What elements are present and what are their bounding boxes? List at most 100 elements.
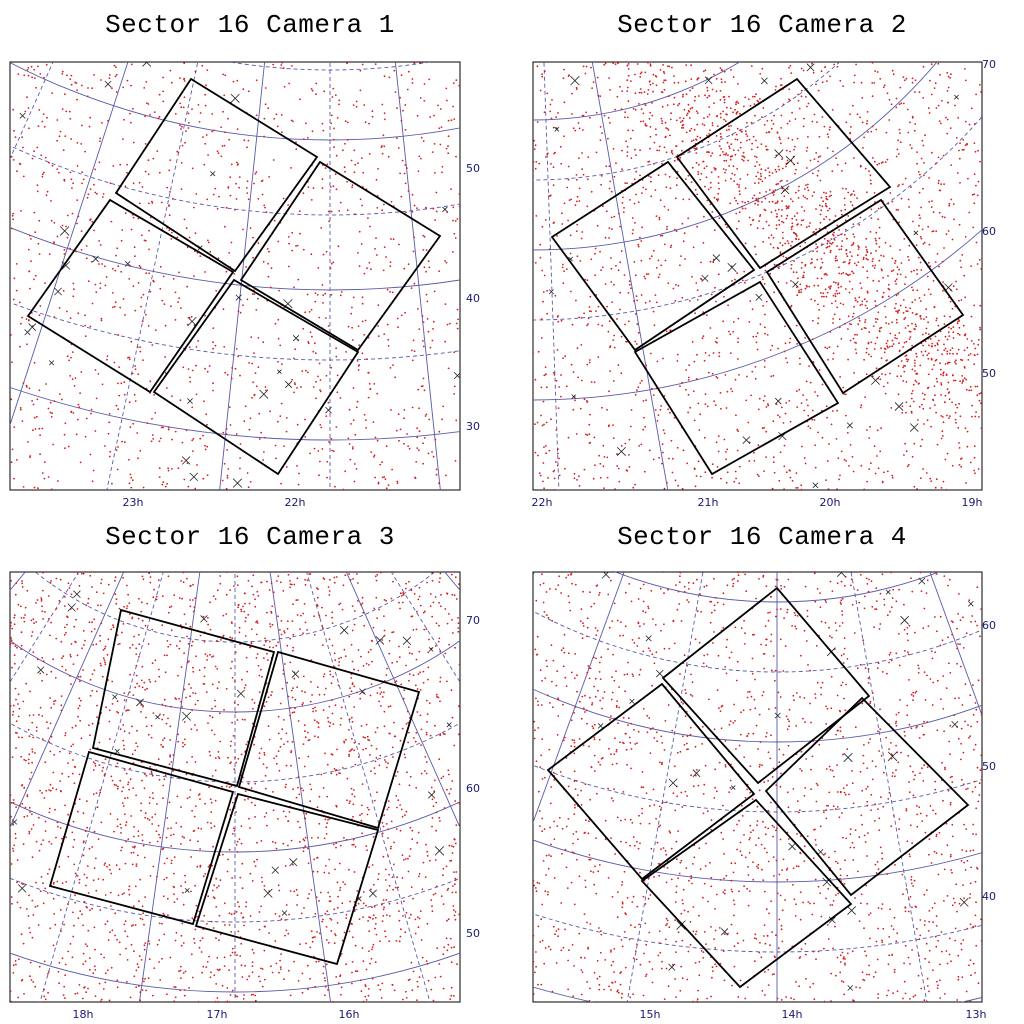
star-point (576, 255, 579, 258)
star-point (357, 649, 360, 651)
star-point (376, 254, 378, 256)
star-point (423, 389, 426, 392)
star-point (344, 142, 346, 145)
star-point (146, 102, 148, 104)
star-point (942, 416, 944, 418)
star-point (632, 486, 635, 489)
star-point (228, 1000, 231, 1002)
star-point (738, 190, 741, 193)
star-point (743, 270, 746, 273)
star-point (552, 184, 555, 187)
star-point (634, 92, 637, 94)
star-point (736, 449, 739, 452)
star-point (49, 582, 52, 584)
star-point (737, 220, 740, 223)
star-point (42, 660, 45, 663)
star-point (346, 180, 348, 183)
star-point (711, 122, 714, 124)
star-point (654, 189, 657, 191)
star-point (349, 687, 351, 690)
star-point (666, 481, 668, 484)
star-point (676, 353, 679, 356)
star-point (32, 914, 35, 916)
star-point (830, 238, 833, 241)
star-point (205, 413, 208, 416)
star-point (293, 890, 296, 893)
star-point (363, 104, 366, 106)
star-point (673, 96, 676, 99)
star-point (587, 317, 590, 320)
star-point (824, 66, 826, 69)
star-point (649, 111, 652, 114)
star-point (400, 683, 403, 686)
star-point (914, 91, 916, 93)
star-point (134, 365, 137, 367)
star-point (93, 229, 95, 232)
camera-3-dec-ring-6 (10, 722, 460, 783)
star-point (40, 154, 43, 157)
star-point (381, 476, 384, 479)
star-point (897, 393, 900, 396)
star-point (869, 425, 871, 428)
star-point (845, 249, 847, 252)
star-point (10, 398, 13, 401)
star-point (25, 318, 28, 320)
star-point (633, 56, 635, 58)
star-point (904, 327, 907, 329)
star-point (415, 786, 418, 789)
star-point (980, 91, 982, 93)
star-point (361, 63, 364, 66)
star-point (427, 666, 430, 669)
star-point (246, 192, 249, 195)
star-point (324, 167, 327, 170)
star-point (738, 465, 741, 468)
star-point (931, 368, 934, 371)
star-point (903, 79, 906, 82)
star-point (81, 171, 84, 174)
star-point (661, 120, 663, 122)
star-point (171, 395, 173, 397)
star-point (747, 421, 750, 424)
star-point (16, 170, 18, 173)
star-point (919, 300, 922, 302)
star-point (837, 282, 840, 284)
star-point (359, 69, 362, 72)
star-point (43, 76, 45, 79)
star-point (207, 239, 209, 242)
star-point (188, 796, 191, 798)
star-point (194, 703, 197, 706)
star-point (770, 211, 773, 214)
star-point (873, 445, 876, 448)
star-point (339, 397, 342, 399)
star-point (366, 358, 368, 361)
star-point (910, 186, 912, 189)
star-point (351, 961, 354, 963)
star-point (840, 245, 843, 248)
star-point (589, 413, 591, 416)
star-point (887, 287, 890, 290)
star-point (187, 127, 190, 129)
star-point (628, 438, 631, 441)
star-point (876, 163, 879, 166)
star-point (455, 79, 458, 81)
star-point (224, 74, 227, 77)
star-point (702, 70, 705, 73)
star-point (349, 578, 352, 581)
star-point (115, 254, 117, 257)
star-point (224, 371, 227, 374)
star-point (736, 183, 739, 186)
star-point (127, 709, 130, 712)
star-point (426, 713, 429, 715)
star-point (13, 277, 16, 280)
star-point (1019, 383, 1021, 385)
star-point (697, 95, 700, 97)
star-point (911, 81, 914, 84)
star-point (422, 140, 425, 143)
star-point (922, 243, 925, 245)
star-point (321, 178, 324, 181)
star-point (110, 628, 112, 631)
star-point (861, 121, 864, 124)
star-point (1001, 368, 1003, 370)
star-point (303, 839, 306, 842)
star-point (912, 220, 914, 223)
